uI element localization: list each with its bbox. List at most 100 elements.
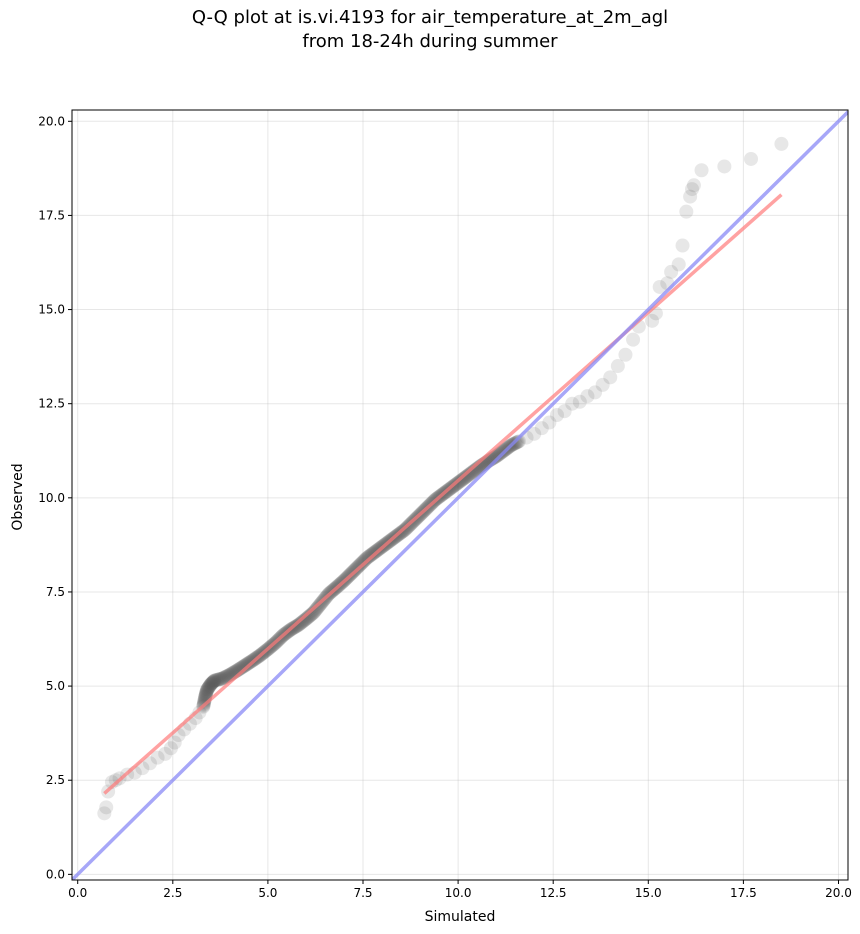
data-point — [291, 618, 306, 633]
data-point — [200, 682, 215, 697]
data-point — [460, 468, 475, 483]
data-point — [300, 610, 315, 625]
data-point — [308, 603, 323, 618]
data-point — [108, 773, 123, 788]
data-point — [197, 693, 212, 708]
data-point — [686, 178, 701, 193]
data-point — [290, 618, 305, 633]
data-point — [465, 465, 480, 480]
grid-layer — [72, 110, 848, 880]
data-point — [209, 672, 224, 687]
data-point — [219, 669, 234, 684]
data-point — [199, 686, 214, 701]
data-point — [239, 657, 254, 672]
data-point — [208, 673, 223, 688]
data-point — [97, 806, 112, 821]
data-point — [294, 615, 309, 630]
data-point — [237, 658, 252, 673]
data-point — [199, 685, 214, 700]
data-point — [357, 552, 372, 567]
data-point — [197, 695, 212, 710]
data-point — [626, 332, 641, 347]
data-point — [491, 447, 506, 462]
data-point — [356, 553, 371, 568]
data-point — [306, 605, 321, 620]
data-point — [240, 656, 255, 671]
data-point — [292, 617, 307, 632]
data-point — [205, 675, 220, 690]
identity-line — [72, 110, 848, 880]
data-point — [588, 385, 603, 400]
data-point — [491, 447, 506, 462]
data-point — [461, 467, 476, 482]
data-point — [685, 182, 700, 197]
data-point — [550, 407, 564, 422]
data-point — [645, 313, 660, 328]
data-point — [293, 616, 308, 631]
data-point — [489, 449, 504, 464]
y-tick-label: 15.0 — [38, 303, 65, 317]
data-point — [303, 608, 318, 623]
data-point — [218, 670, 233, 685]
x-tick-label: 17.5 — [730, 886, 757, 900]
data-point — [302, 608, 317, 623]
data-point — [362, 548, 377, 563]
data-point — [305, 606, 320, 621]
data-point — [202, 678, 217, 693]
data-point — [203, 677, 218, 692]
data-point — [510, 435, 525, 450]
data-point — [572, 394, 587, 409]
data-point — [202, 679, 217, 694]
data-point — [511, 434, 526, 449]
data-point — [464, 465, 479, 480]
data-point — [557, 404, 572, 419]
fit-line — [103, 193, 783, 795]
data-point — [217, 670, 232, 685]
data-point — [534, 421, 549, 436]
data-point — [99, 800, 114, 815]
data-point — [310, 600, 325, 615]
data-point — [296, 614, 311, 629]
data-point — [207, 673, 222, 688]
data-point — [360, 550, 375, 565]
data-point — [459, 469, 474, 484]
data-point — [198, 687, 213, 702]
y-axis-title: Observed — [10, 463, 26, 530]
data-point — [239, 657, 254, 672]
data-point — [215, 671, 230, 686]
data-point — [142, 756, 157, 771]
data-point — [210, 672, 225, 687]
data-point — [664, 264, 679, 279]
data-point — [457, 470, 472, 485]
data-point — [694, 163, 709, 178]
data-point — [527, 426, 542, 441]
data-point — [163, 741, 178, 756]
data-point — [206, 674, 221, 689]
x-tick-label: 7.5 — [353, 886, 372, 900]
data-point — [214, 671, 229, 686]
data-point — [309, 602, 324, 617]
y-tick-label: 17.5 — [38, 208, 65, 222]
data-point — [295, 615, 310, 630]
data-point — [201, 680, 216, 695]
data-point — [206, 674, 221, 689]
data-point — [595, 377, 610, 392]
data-point — [488, 449, 503, 464]
data-point — [565, 396, 580, 411]
data-point — [580, 389, 595, 404]
data-point — [774, 136, 789, 151]
data-point — [150, 750, 165, 765]
y-tick-label: 7.5 — [46, 585, 65, 599]
x-tick-label: 2.5 — [163, 886, 182, 900]
x-axis-title: Simulated — [425, 909, 496, 925]
data-point — [542, 415, 557, 430]
data-point — [511, 434, 526, 449]
x-tick-label: 12.5 — [540, 886, 567, 900]
data-point — [358, 552, 373, 567]
data-point — [200, 682, 215, 697]
x-tick-label: 10.0 — [445, 886, 472, 900]
x-tick-label: 5.0 — [258, 886, 277, 900]
data-point — [213, 672, 228, 687]
data-point — [205, 675, 220, 690]
